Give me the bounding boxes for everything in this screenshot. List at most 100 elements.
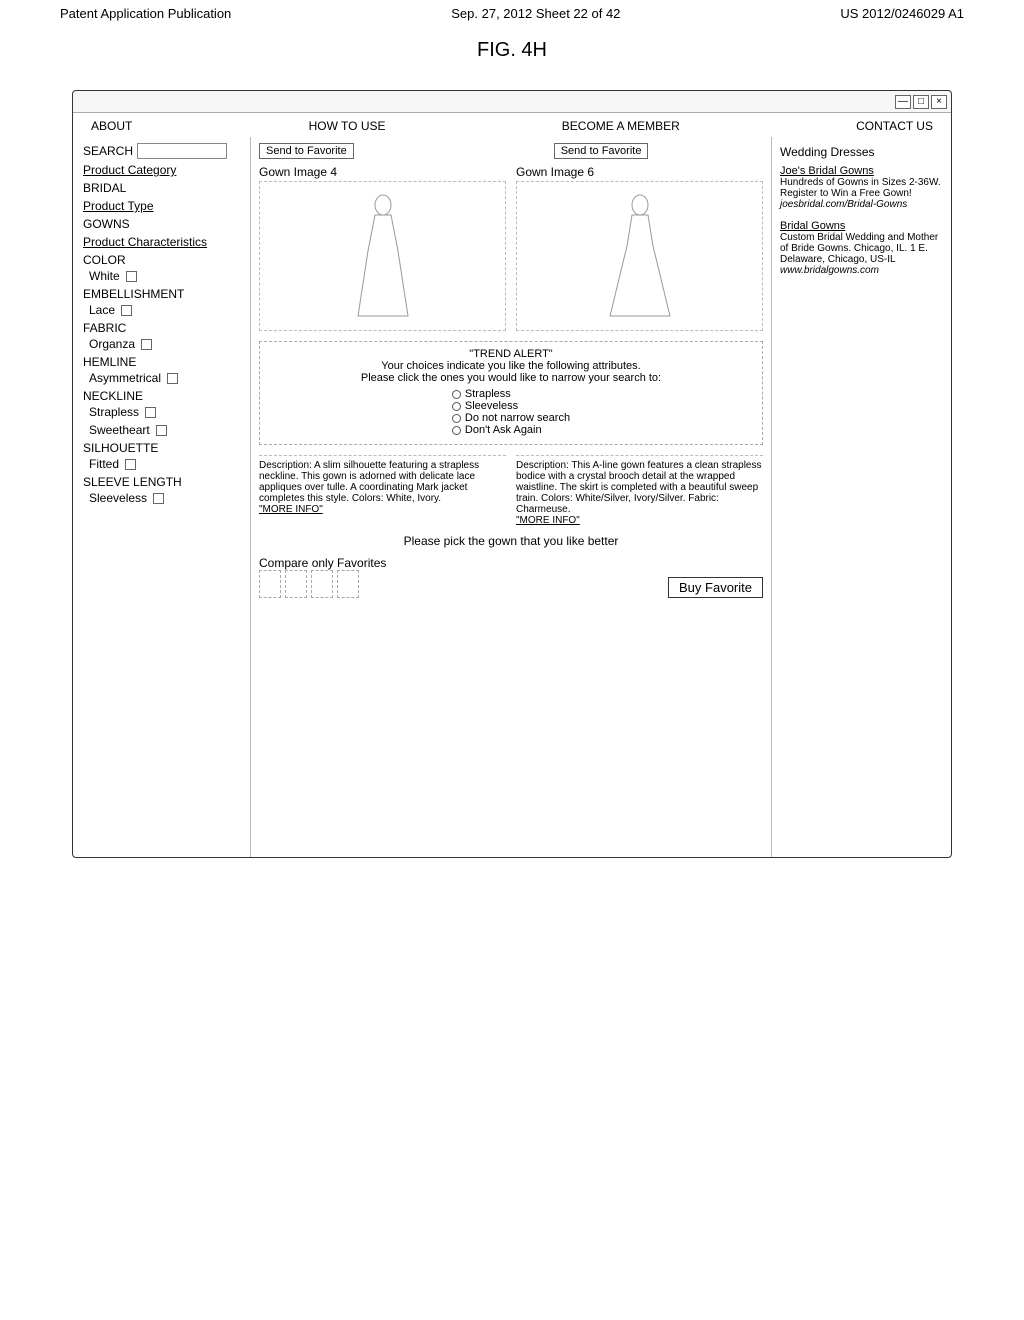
- layout: SEARCH Product Category BRIDAL Product T…: [73, 137, 951, 857]
- buy-favorite-button[interactable]: Buy Favorite: [668, 577, 763, 598]
- checkbox-icon: [145, 407, 156, 418]
- organza-row[interactable]: Organza: [89, 337, 242, 351]
- sleeveless-row[interactable]: Sleeveless: [89, 491, 242, 505]
- neckline-label: NECKLINE: [83, 389, 242, 403]
- fav-thumb[interactable]: [311, 570, 333, 598]
- embell-label: EMBELLISHMENT: [83, 287, 242, 301]
- ad-2-url: www.bridalgowns.com: [780, 265, 943, 276]
- gown-sketch-icon: [605, 191, 675, 321]
- checkbox-icon: [141, 339, 152, 350]
- fitted-option: Fitted: [89, 457, 119, 471]
- hemline-label: HEMLINE: [83, 355, 242, 369]
- nav-contact[interactable]: CONTACT US: [856, 119, 933, 133]
- organza-option: Organza: [89, 337, 135, 351]
- trend-title: "TREND ALERT": [270, 348, 752, 360]
- checkbox-icon: [126, 271, 137, 282]
- gown-sketch-icon: [348, 191, 418, 321]
- asym-option: Asymmetrical: [89, 371, 161, 385]
- product-chars-link[interactable]: Product Characteristics: [83, 235, 242, 249]
- opt-no-narrow[interactable]: Do not narrow search: [452, 412, 570, 424]
- white-option: White: [89, 269, 120, 283]
- ad-2[interactable]: Bridal Gowns Custom Bridal Wedding and M…: [780, 220, 943, 276]
- pub-center: Sep. 27, 2012 Sheet 22 of 42: [451, 6, 620, 21]
- gown-4-col: Gown Image 4: [259, 165, 506, 331]
- ad-2-desc: Custom Bridal Wedding and Mother of Brid…: [780, 232, 943, 265]
- navbar: ABOUT HOW TO USE BECOME A MEMBER CONTACT…: [73, 113, 951, 137]
- search-label: SEARCH: [83, 144, 133, 158]
- ad-1-url: joesbridal.com/Bridal-Gowns: [780, 199, 943, 210]
- product-category-link[interactable]: Product Category: [83, 163, 242, 177]
- titlebar: — □ ×: [73, 91, 951, 113]
- fav-thumb[interactable]: [285, 570, 307, 598]
- checkbox-icon: [167, 373, 178, 384]
- figure-label: FIG. 4H: [0, 39, 1024, 62]
- checkbox-icon: [121, 305, 132, 316]
- close-button[interactable]: ×: [931, 95, 947, 109]
- opt-strapless[interactable]: Strapless: [452, 388, 570, 400]
- trend-line1: Your choices indicate you like the follo…: [270, 360, 752, 372]
- ad-1-desc: Hundreds of Gowns in Sizes 2-36W. Regist…: [780, 177, 943, 199]
- compare-label: Compare only Favorites: [259, 556, 386, 570]
- ad-1[interactable]: Joe's Bridal Gowns Hundreds of Gowns in …: [780, 165, 943, 210]
- gown-6-col: Gown Image 6: [516, 165, 763, 331]
- ad-1-title: Joe's Bridal Gowns: [780, 165, 943, 177]
- app-window: — □ × ABOUT HOW TO USE BECOME A MEMBER C…: [72, 90, 952, 858]
- nav-member[interactable]: BECOME A MEMBER: [562, 119, 680, 133]
- sleeve-label: SLEEVE LENGTH: [83, 475, 242, 489]
- radio-icon: [452, 390, 461, 399]
- compare-favorites: Compare only Favorites: [259, 556, 386, 598]
- radio-icon: [452, 414, 461, 423]
- gowns-label: GOWNS: [83, 217, 242, 231]
- send-favorite-button-left[interactable]: Send to Favorite: [259, 143, 354, 159]
- product-type-link[interactable]: Product Type: [83, 199, 242, 213]
- main-content: Send to Favorite Send to Favorite Gown I…: [251, 137, 771, 857]
- asym-row[interactable]: Asymmetrical: [89, 371, 242, 385]
- strapless-option: Strapless: [89, 405, 139, 419]
- nav-about[interactable]: ABOUT: [91, 119, 132, 133]
- more-info-4[interactable]: "MORE INFO": [259, 504, 323, 515]
- pub-left: Patent Application Publication: [60, 6, 231, 21]
- trend-alert-box: "TREND ALERT" Your choices indicate you …: [259, 341, 763, 445]
- gown-6-image[interactable]: [516, 181, 763, 331]
- send-favorite-button-right[interactable]: Send to Favorite: [554, 143, 649, 159]
- radio-icon: [452, 426, 461, 435]
- checkbox-icon: [153, 493, 164, 504]
- lace-option: Lace: [89, 303, 115, 317]
- page-header: Patent Application Publication Sep. 27, …: [0, 0, 1024, 27]
- gown-4-title: Gown Image 4: [259, 165, 506, 179]
- fitted-row[interactable]: Fitted: [89, 457, 242, 471]
- opt-sleeveless[interactable]: Sleeveless: [452, 400, 570, 412]
- radio-icon: [452, 402, 461, 411]
- max-button[interactable]: □: [913, 95, 929, 109]
- color-label: COLOR: [83, 253, 242, 267]
- nav-howto[interactable]: HOW TO USE: [309, 119, 386, 133]
- strapless-row[interactable]: Strapless: [89, 405, 242, 419]
- sleeveless-option: Sleeveless: [89, 491, 147, 505]
- more-info-6[interactable]: "MORE INFO": [516, 515, 580, 526]
- fav-thumb[interactable]: [337, 570, 359, 598]
- ad-2-title: Bridal Gowns: [780, 220, 943, 232]
- gown-4-image[interactable]: [259, 181, 506, 331]
- silhouette-label: SILHOUETTE: [83, 441, 242, 455]
- trend-line2: Please click the ones you would like to …: [270, 372, 752, 384]
- sidebar: SEARCH Product Category BRIDAL Product T…: [73, 137, 251, 857]
- sweetheart-row[interactable]: Sweetheart: [89, 423, 242, 437]
- pick-line: Please pick the gown that you like bette…: [259, 534, 763, 548]
- min-button[interactable]: —: [895, 95, 911, 109]
- ads-heading: Wedding Dresses: [780, 145, 943, 159]
- checkbox-icon: [125, 459, 136, 470]
- opt-dont-ask[interactable]: Don't Ask Again: [452, 424, 570, 436]
- pub-right: US 2012/0246029 A1: [840, 6, 964, 21]
- desc-4: Description: A slim silhouette featuring…: [259, 455, 506, 526]
- white-row[interactable]: White: [89, 269, 242, 283]
- lace-row[interactable]: Lace: [89, 303, 242, 317]
- gown-6-title: Gown Image 6: [516, 165, 763, 179]
- checkbox-icon: [156, 425, 167, 436]
- sweetheart-option: Sweetheart: [89, 423, 150, 437]
- search-input[interactable]: [137, 143, 227, 159]
- bridal-label: BRIDAL: [83, 181, 242, 195]
- fabric-label: FABRIC: [83, 321, 242, 335]
- desc-6: Description: This A-line gown features a…: [516, 455, 763, 526]
- fav-thumb[interactable]: [259, 570, 281, 598]
- ads-column: Wedding Dresses Joe's Bridal Gowns Hundr…: [771, 137, 951, 857]
